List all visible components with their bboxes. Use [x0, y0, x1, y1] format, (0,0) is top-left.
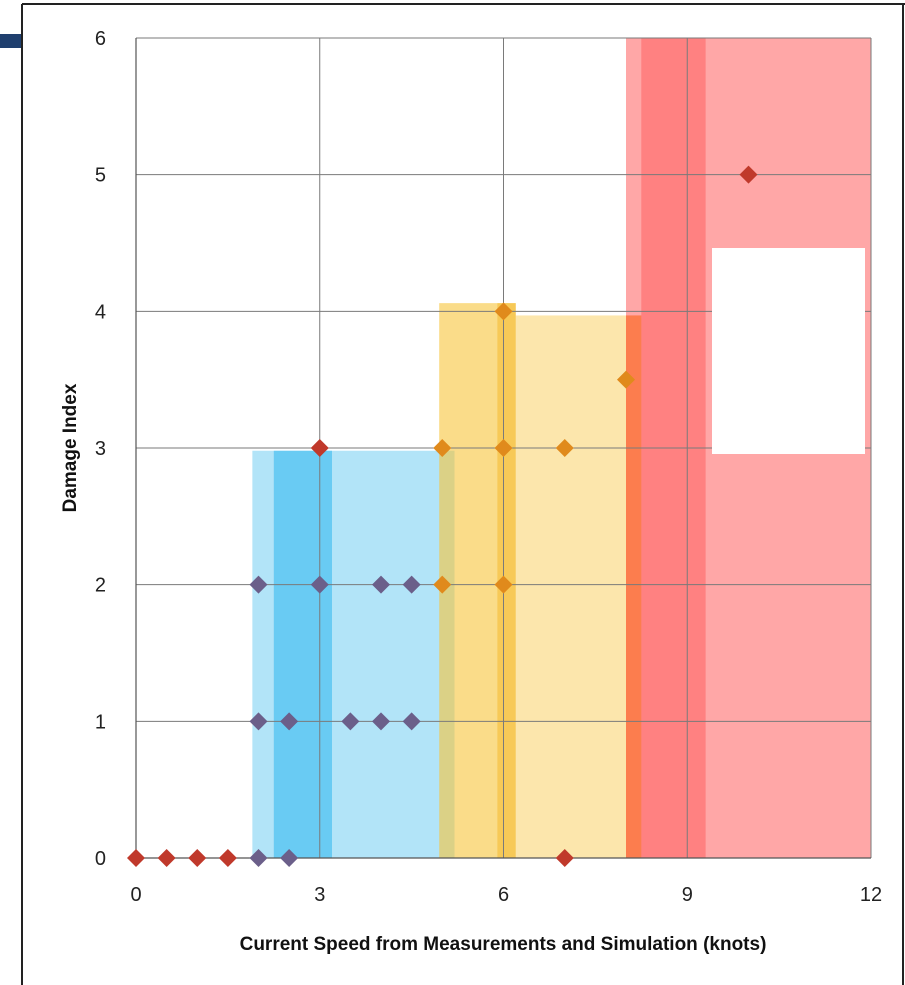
- risk-region-1: [273, 450, 332, 858]
- data-point-24: [739, 165, 758, 184]
- x-tick-label-12: 12: [860, 884, 882, 906]
- data-point-10: [372, 712, 390, 731]
- y-tick-label-3: 3: [95, 438, 106, 460]
- x-tick-label-3: 3: [314, 884, 325, 906]
- data-point-3: [218, 849, 237, 867]
- y-axis-title: Damage Index: [60, 383, 81, 512]
- data-point-22: [617, 370, 635, 389]
- y-tick-label-5: 5: [95, 165, 106, 187]
- y-tick-label-4: 4: [95, 301, 106, 323]
- data-point-16: [433, 575, 452, 594]
- x-tick-label-9: 9: [682, 884, 693, 906]
- x-tick-label-6: 6: [498, 884, 509, 906]
- data-point-7: [249, 712, 268, 731]
- data-point-8: [280, 712, 299, 731]
- data-point-21: [555, 439, 574, 457]
- data-point-11: [402, 712, 421, 731]
- x-tick-label-0: 0: [130, 884, 141, 906]
- frame-accent-tab: [0, 34, 22, 48]
- data-point-4: [249, 849, 268, 867]
- data-point-17: [494, 575, 513, 594]
- data-point-0: [127, 849, 145, 867]
- data-point-9: [341, 712, 360, 731]
- x-tick-labels: 0 3 6 9 12: [130, 884, 882, 906]
- data-point-15: [402, 575, 421, 594]
- y-tick-labels: 0 1 2 3 4 5 6: [95, 28, 106, 870]
- y-tick-label-2: 2: [95, 575, 106, 597]
- data-point-18: [310, 439, 329, 457]
- x-axis-title: Current Speed from Measurements and Simu…: [240, 934, 767, 955]
- data-point-12: [249, 575, 268, 594]
- risk-region-3: [515, 315, 642, 858]
- legend-placeholder-box: [712, 248, 865, 454]
- risk-region-5: [626, 315, 642, 858]
- y-tick-label-6: 6: [95, 28, 106, 50]
- data-point-13: [310, 575, 329, 594]
- data-point-14: [372, 575, 390, 594]
- data-point-1: [157, 849, 176, 867]
- data-point-20: [494, 439, 513, 457]
- data-point-2: [188, 849, 207, 867]
- data-point-19: [433, 439, 452, 457]
- y-tick-label-1: 1: [95, 711, 106, 733]
- data-point-6: [555, 849, 574, 867]
- data-points: [127, 165, 865, 867]
- data-point-23: [494, 302, 513, 321]
- y-tick-label-0: 0: [95, 848, 106, 870]
- data-point-5: [280, 849, 299, 867]
